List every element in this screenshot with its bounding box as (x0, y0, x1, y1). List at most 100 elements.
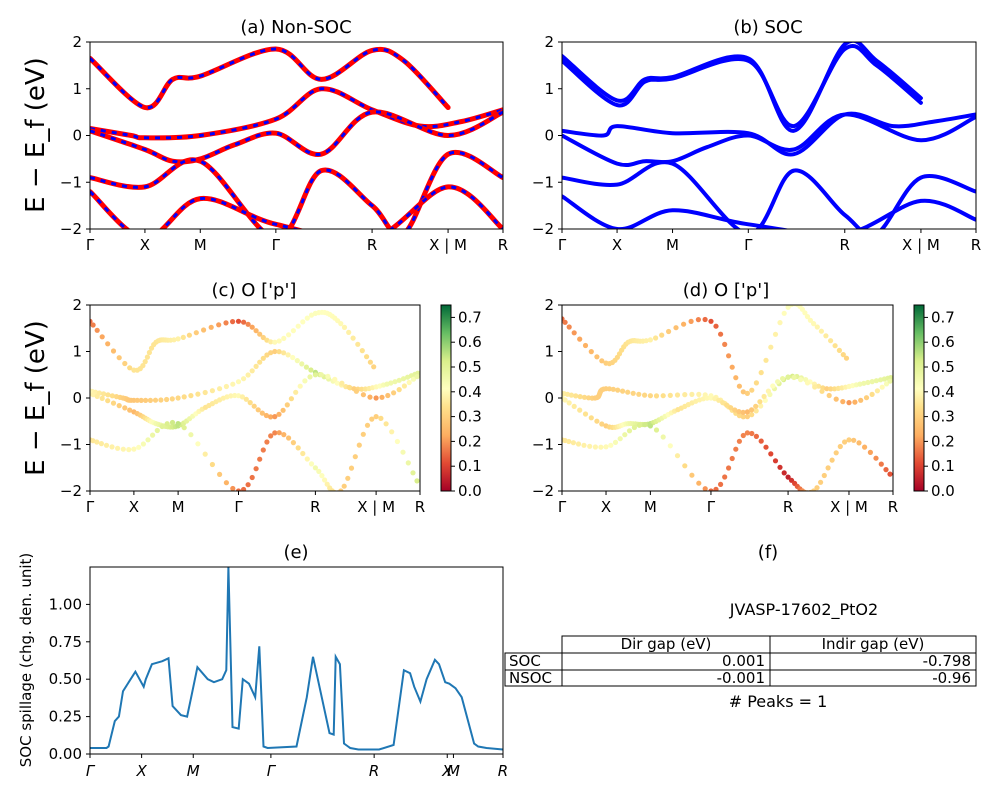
band-point (379, 394, 385, 400)
band-point (863, 395, 870, 401)
band-point (371, 364, 377, 370)
band-point (837, 443, 843, 450)
colorbar-gradient (440, 304, 452, 492)
band-point (843, 355, 850, 361)
band-point (740, 389, 746, 395)
band-point (400, 449, 406, 455)
panel-a: −2 −1 0 1 2 Γ X M Γ R X | M R (60, 33, 508, 254)
band-point (852, 399, 858, 405)
band-point (758, 370, 764, 376)
band-point (722, 341, 728, 347)
band-point (626, 428, 633, 434)
band-point (761, 393, 767, 400)
band-point (272, 339, 278, 345)
band-point (749, 387, 755, 393)
band-point (319, 473, 325, 479)
band-point (762, 397, 768, 403)
band-point (828, 386, 834, 392)
band-line-2 (562, 111, 976, 157)
band-point (338, 321, 344, 327)
band-point (814, 485, 820, 491)
band-point (247, 400, 253, 406)
band-point (620, 388, 626, 394)
band-line-4 (562, 160, 976, 229)
band-point (300, 450, 306, 457)
band-point (105, 398, 111, 404)
band-point (740, 409, 746, 415)
panel-d-title: (d) O ['p'] (683, 280, 769, 301)
band-point (603, 444, 609, 450)
band-point (116, 355, 122, 361)
band-point (785, 474, 791, 480)
band-point (608, 442, 614, 448)
y-tick-label: 1 (72, 343, 82, 361)
band-point (127, 365, 133, 371)
band-point (570, 440, 577, 446)
band-point (171, 337, 177, 343)
band-point (867, 449, 874, 455)
band-point (753, 403, 759, 409)
band-point (758, 403, 764, 409)
band-point (169, 419, 176, 426)
band-point (818, 479, 824, 485)
colorbar-tick-label: 0.0 (931, 482, 955, 500)
band-point (352, 454, 358, 460)
y-tick-label: 0.75 (49, 633, 82, 651)
band-point (195, 441, 201, 447)
band-point (391, 390, 397, 396)
axes-frame (561, 304, 894, 492)
band-point (332, 376, 338, 382)
band-line-5 (562, 194, 976, 229)
band-point (587, 443, 593, 449)
band-point (346, 329, 352, 335)
band-point (312, 372, 318, 378)
band-point (599, 421, 605, 427)
band-point (826, 392, 832, 399)
band-point (241, 319, 247, 325)
band-point (175, 336, 181, 342)
band-point (378, 415, 384, 421)
band-point (202, 389, 208, 396)
x-tick-label: R (783, 498, 793, 516)
band-point (414, 374, 420, 380)
band-point (667, 443, 673, 449)
band-point (770, 383, 776, 389)
band-point (230, 485, 236, 491)
band-point (169, 396, 175, 402)
band-point (410, 376, 417, 382)
band-point (807, 317, 814, 323)
x-tick-label: M (172, 498, 185, 516)
band-point (308, 367, 314, 373)
band-point (105, 341, 111, 347)
band-point (356, 442, 362, 448)
table-row-nsoc-label: NSOC (509, 669, 552, 687)
band-point (836, 347, 843, 353)
band-point (105, 392, 111, 398)
x-tick-label: Γ (558, 236, 567, 254)
band-point (566, 400, 572, 406)
band-point (780, 376, 786, 382)
band-point (765, 388, 772, 394)
panel-e-title: (e) (283, 542, 308, 563)
x-tick-label: X | M (830, 498, 868, 516)
band-point (98, 441, 104, 447)
band-point (253, 363, 259, 369)
colorbar-tick-label: 0.0 (458, 482, 482, 500)
band-point (209, 461, 215, 468)
band-point (181, 425, 187, 431)
band-point (562, 397, 568, 403)
band-point (159, 423, 165, 430)
band-point (316, 468, 322, 474)
band-point (823, 333, 829, 339)
x-tick-label: X | M (357, 498, 395, 516)
band-point (879, 384, 885, 390)
band-point (304, 456, 310, 462)
band-point (666, 328, 672, 335)
band-point (281, 432, 287, 438)
colorbar-tick-label: 0.6 (458, 333, 482, 351)
band-point (610, 386, 616, 392)
band-point (217, 386, 223, 392)
band-line-3 (90, 149, 503, 229)
y-tick-label: −2 (532, 220, 554, 238)
